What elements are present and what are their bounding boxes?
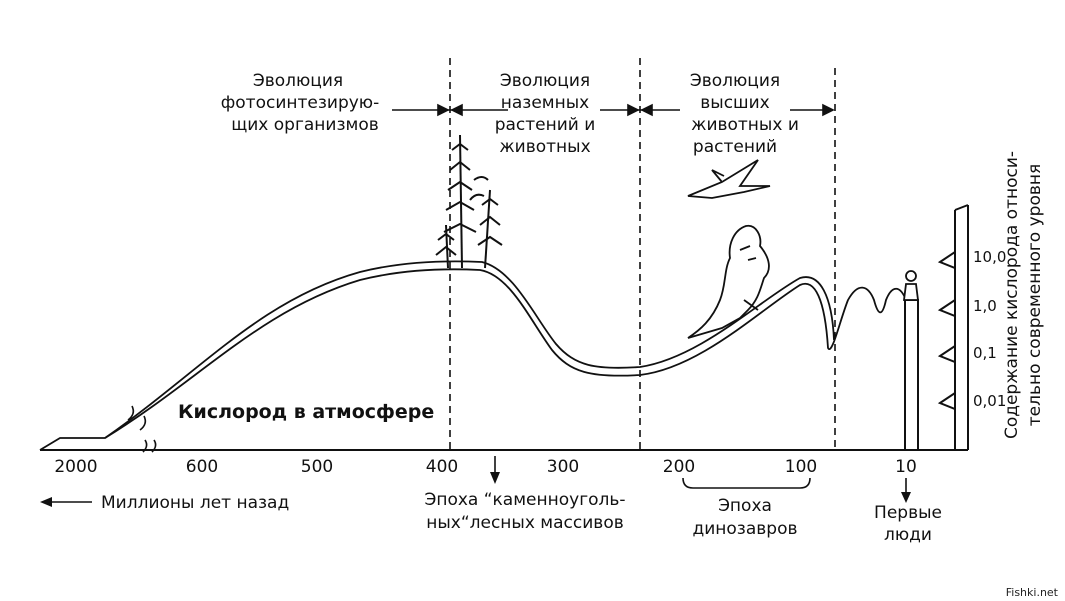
x-tick-400: 400: [426, 457, 458, 477]
x-tick-100: 100: [785, 457, 817, 477]
dinosaur-line-1: Эпоха: [718, 496, 772, 516]
pterosaur-icon: [687, 159, 771, 199]
scale-tick-1: 1,0: [973, 297, 997, 315]
coal-epoch-annotation: Эпоха “каменноуголь- ных“лесных массивов: [424, 456, 626, 533]
dinosaur-epoch-annotation: Эпоха динозавров: [682, 477, 811, 539]
era2-line-1: Эволюция: [500, 71, 590, 91]
tree-icon: [435, 134, 503, 269]
x-tick-500: 500: [301, 457, 333, 477]
axis-break: [127, 405, 157, 453]
x-tick-200: 200: [663, 457, 695, 477]
arrow-down-icon: [901, 492, 911, 503]
x-tick-600: 600: [186, 457, 218, 477]
x-tick-10: 10: [895, 457, 917, 477]
dinosaur-line-2: динозавров: [692, 519, 797, 539]
era-dividers: [449, 58, 836, 450]
curve-label: Кислород в атмосфере: [178, 401, 434, 423]
era1-line-1: Эволюция: [253, 71, 343, 91]
scale-label-line-2: тельно современного уровня: [1025, 164, 1045, 426]
dinosaur-icon: [687, 224, 770, 339]
oxygen-curve: [39, 260, 907, 451]
scale-tick-001: 0,01: [973, 392, 1006, 410]
right-scale-bar: [904, 204, 969, 451]
era-arrows: [392, 103, 835, 117]
era3-line-2: высших: [700, 93, 769, 113]
scale-tick-10: 10,0: [973, 248, 1006, 266]
era3-line-3: животных и: [691, 115, 799, 135]
x-axis-label-group: Миллионы лет назад: [40, 493, 289, 513]
arrow-down-icon: [490, 472, 500, 484]
era2-line-2: наземных: [501, 93, 589, 113]
era3-line-1: Эволюция: [690, 71, 780, 91]
scale-label-line-1: Содержание кислорода относи-: [1002, 151, 1022, 439]
right-scale-label: Содержание кислорода относи- тельно совр…: [1002, 151, 1045, 439]
coal-line-1: Эпоха “каменноуголь-: [424, 490, 625, 510]
era1-line-3: щих организмов: [231, 115, 379, 135]
era-header-1: Эволюция фотосинтезирую- щих организмов: [221, 71, 380, 135]
era-header-2: Эволюция наземных растений и животных: [495, 71, 596, 157]
humans-annotation: Первые люди: [874, 478, 942, 545]
human-icon: [902, 270, 920, 301]
right-scale-ticks: 10,0 1,0 0,1 0,01: [973, 248, 1006, 410]
era1-line-2: фотосинтезирую-: [221, 93, 380, 113]
era3-line-4: растений: [693, 137, 777, 157]
x-tick-300: 300: [547, 457, 579, 477]
era-header-3: Эволюция высших животных и растений: [690, 71, 799, 157]
arrow-left-icon: [40, 497, 52, 507]
x-axis: [40, 300, 968, 451]
scale-tick-01: 0,1: [973, 344, 997, 362]
x-axis-label: Миллионы лет назад: [101, 493, 289, 513]
humans-line-1: Первые: [874, 503, 942, 523]
x-tick-2000: 2000: [54, 457, 97, 477]
era2-line-3: растений и: [495, 115, 596, 135]
x-tick-labels: 2000 600 500 400 300 200 100 10: [54, 457, 916, 477]
humans-line-2: люди: [884, 525, 932, 545]
watermark: Fishki.net: [1006, 586, 1059, 599]
coal-line-2: ных“лесных массивов: [426, 513, 624, 533]
era2-line-4: животных: [499, 137, 590, 157]
